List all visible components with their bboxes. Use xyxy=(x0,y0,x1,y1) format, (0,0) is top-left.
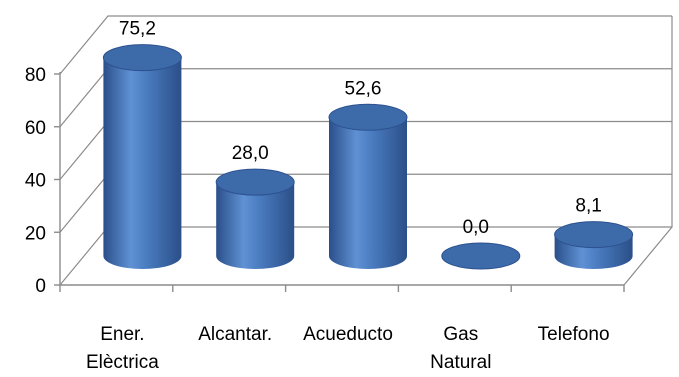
bar-top-0 xyxy=(102,44,182,72)
data-label-0: 75,2 xyxy=(119,19,156,40)
data-label-4: 8,1 xyxy=(575,196,601,217)
category-label-0: Ener. Elèctrica xyxy=(86,324,159,373)
category-labels: Ener. Elèctrica Alcantar. Acueducto Gas Natur… xyxy=(86,324,610,373)
category-label-3: Gas Natural xyxy=(430,324,491,373)
bar-top-3 xyxy=(441,242,521,270)
data-label-2: 52,6 xyxy=(345,78,382,99)
bar-body-1 xyxy=(216,182,295,269)
category-label-1: Alcantar. xyxy=(198,324,272,345)
y-axis-tick-labels: 0 20 40 60 80 xyxy=(25,65,46,297)
bars xyxy=(102,44,634,270)
y-tick-label-0: 0 xyxy=(35,276,46,297)
category-label-4: Telefono xyxy=(538,324,610,345)
bar-3 xyxy=(441,242,521,270)
y-tick-label-80: 80 xyxy=(25,65,46,86)
data-label-3: 0,0 xyxy=(463,217,489,238)
y-tick-label-20: 20 xyxy=(25,223,46,244)
axes xyxy=(54,72,625,292)
gridline-80 xyxy=(59,15,672,75)
bar-top-4 xyxy=(554,221,634,249)
y-tick-label-60: 60 xyxy=(25,118,46,139)
bar-1 xyxy=(215,168,295,269)
bar-2 xyxy=(328,103,408,269)
bar-body-0 xyxy=(103,57,182,269)
data-label-1: 28,0 xyxy=(232,143,269,164)
side-wall-edge xyxy=(623,16,673,286)
bar-top-1 xyxy=(215,168,295,196)
y-tick-label-40: 40 xyxy=(25,171,46,192)
category-label-2: Acueducto xyxy=(303,324,393,345)
data-labels: 75,2 28,0 52,6 0,0 8,1 xyxy=(119,19,602,238)
bar-body-2 xyxy=(329,117,407,269)
bar-top-2 xyxy=(328,103,408,131)
bar-4 xyxy=(554,221,634,269)
bar-0 xyxy=(102,44,182,269)
